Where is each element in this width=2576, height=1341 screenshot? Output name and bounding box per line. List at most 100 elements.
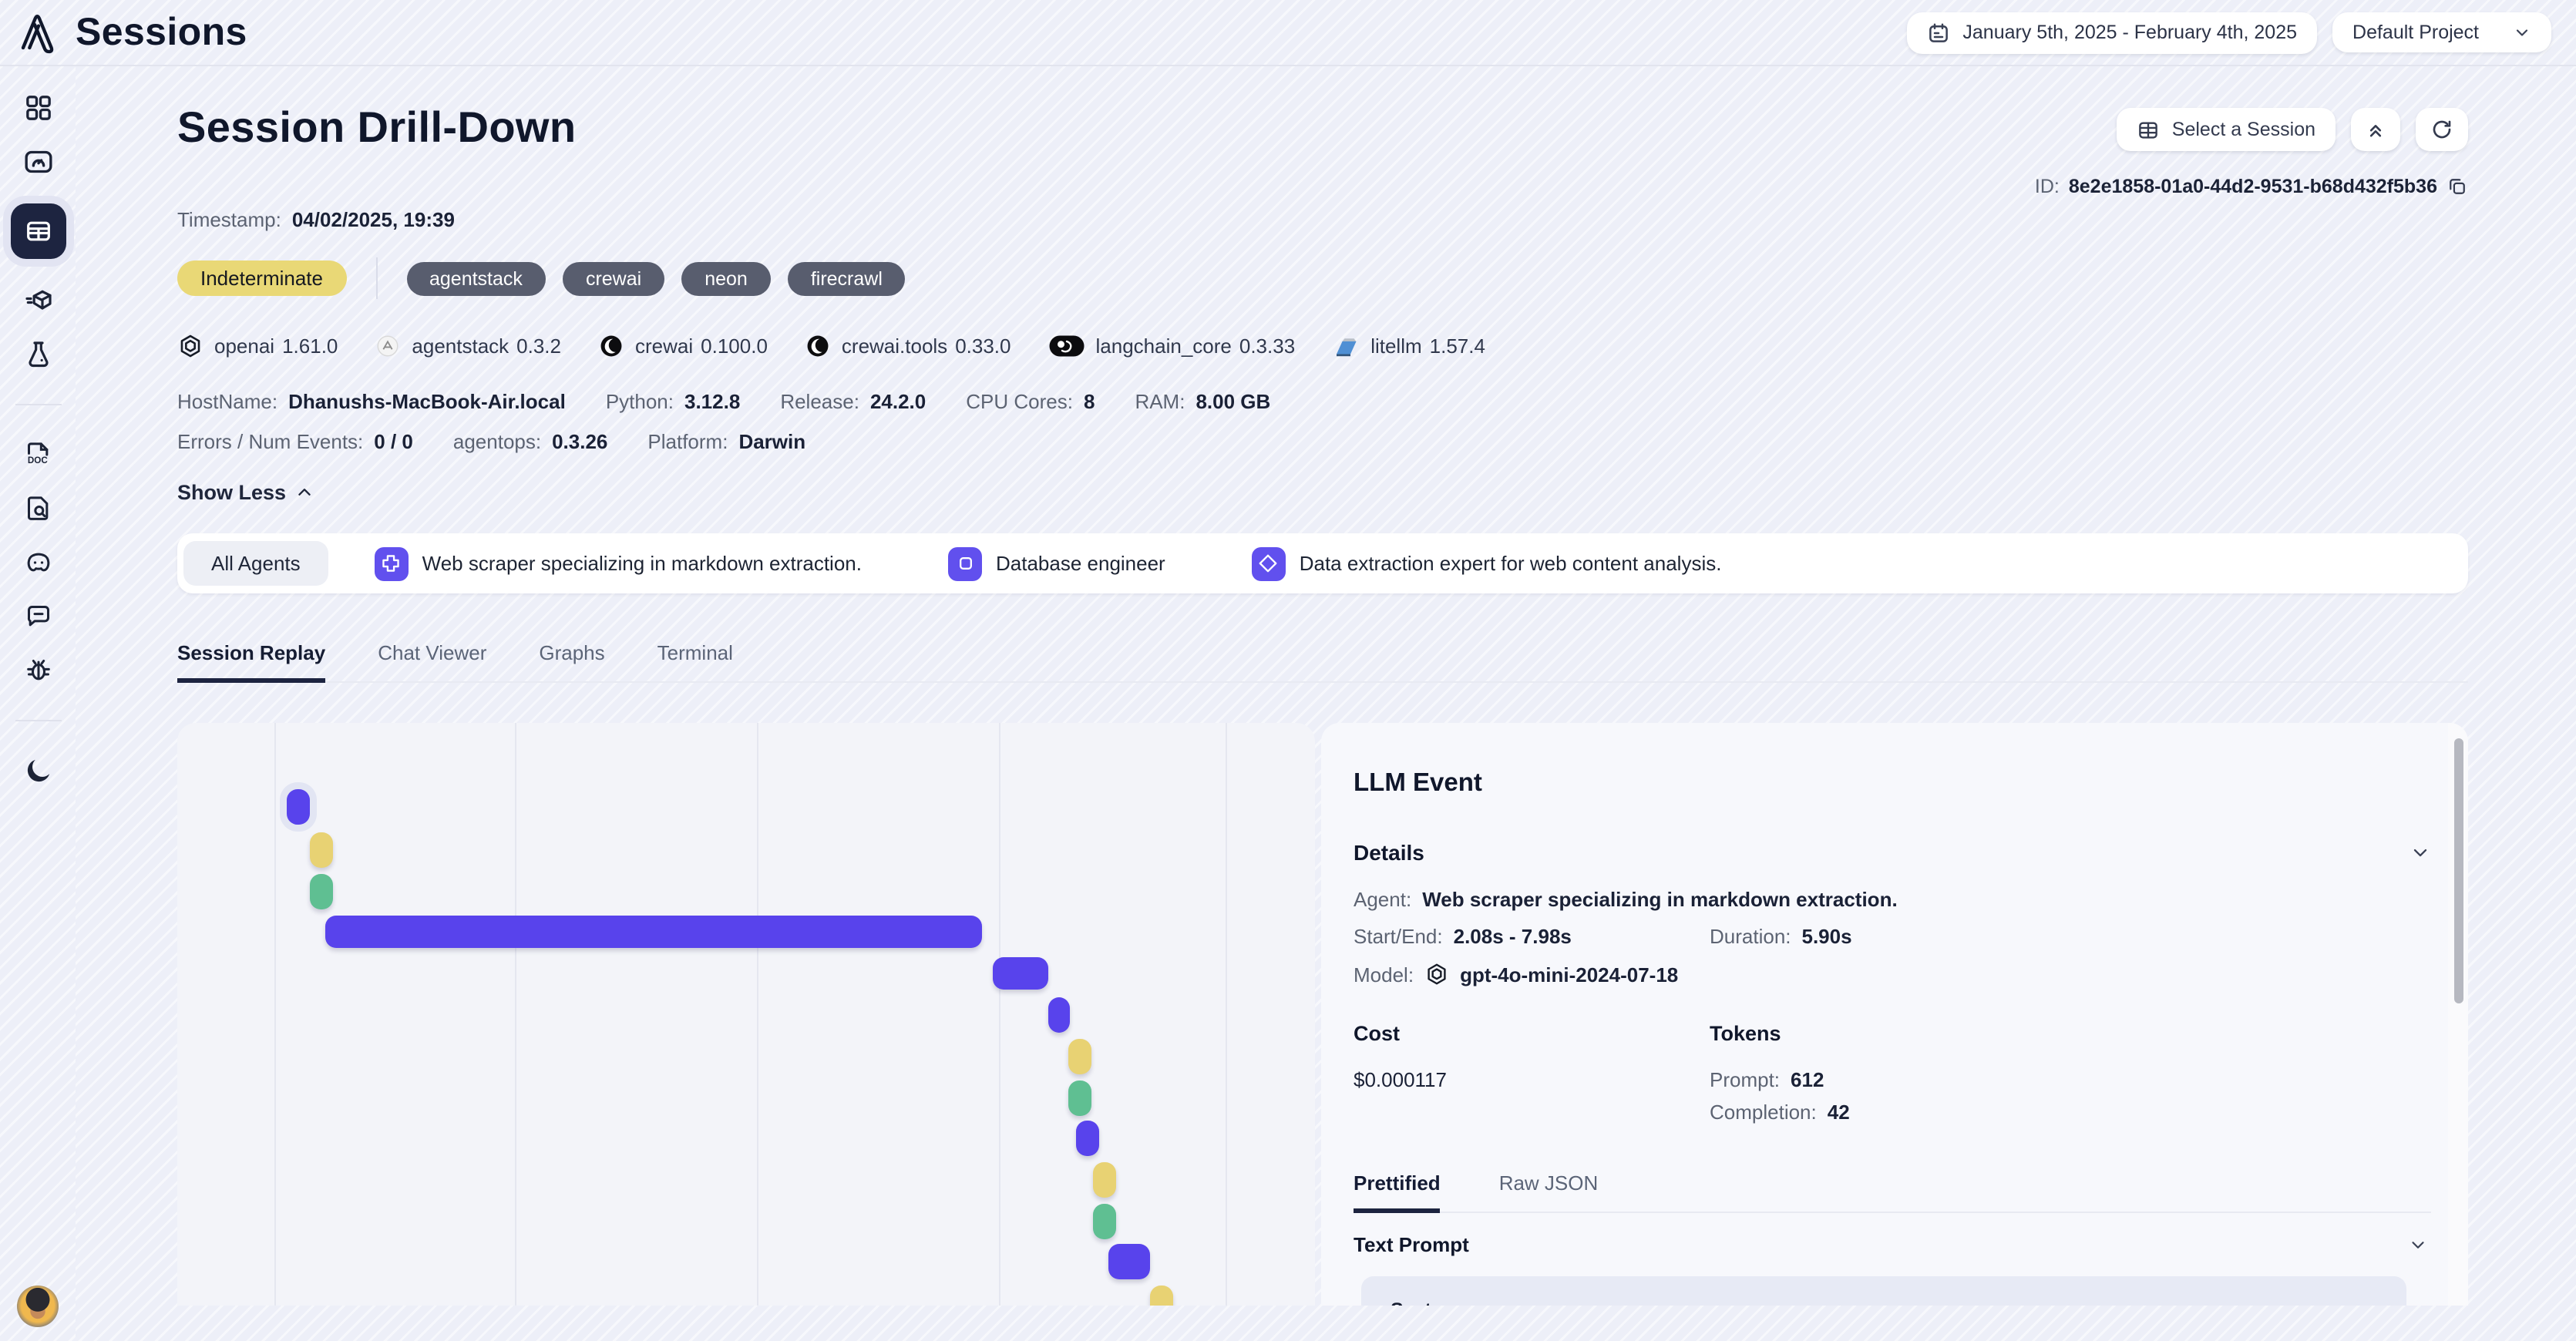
replay-bar-action[interactable] — [1093, 1204, 1116, 1239]
errors-value: 0 / 0 — [374, 430, 413, 453]
agent-filter-web-scraper[interactable]: Web scraper specializing in markdown ext… — [374, 546, 862, 580]
package-crewai: crewai 0.100.0 — [598, 333, 768, 359]
litellm-icon — [1332, 334, 1360, 358]
replay-canvas — [177, 723, 1315, 1306]
tab-terminal[interactable]: Terminal — [657, 641, 733, 664]
errors-label: Errors / Num Events: — [177, 430, 364, 453]
tag-badge: firecrawl — [787, 261, 906, 295]
tab-chat-viewer[interactable]: Chat Viewer — [378, 641, 487, 664]
chevron-down-icon — [2513, 23, 2531, 42]
select-session-button[interactable]: Select a Session — [2116, 108, 2336, 151]
agentstack-icon — [375, 333, 401, 359]
release-value: 24.2.0 — [869, 390, 926, 413]
start-end-value: 2.08s - 7.98s — [1453, 925, 1572, 948]
refresh-button[interactable] — [2416, 108, 2468, 151]
theme-toggle-moon-icon[interactable] — [22, 755, 53, 786]
agent-filter-data-extraction[interactable]: Data extraction expert for web content a… — [1251, 546, 1721, 580]
all-agents-filter[interactable]: All Agents — [183, 541, 328, 586]
chevron-up-icon — [294, 482, 314, 502]
langchain-icon — [1048, 334, 1085, 358]
table-icon — [2137, 118, 2160, 141]
sidebar-item-overview[interactable] — [22, 92, 53, 123]
project-selector[interactable]: Default Project — [2332, 12, 2551, 52]
replay-bar-action[interactable] — [1068, 1081, 1091, 1116]
select-session-label: Select a Session — [2171, 119, 2315, 140]
gridline — [1226, 723, 1227, 1306]
user-avatar[interactable] — [17, 1286, 59, 1327]
system-prompt-label: System: — [1391, 1299, 2377, 1306]
package-name: litellm — [1370, 334, 1422, 358]
top-header: Sessions January 5th, 2025 - February 4t… — [0, 0, 2576, 66]
replay-bar-action[interactable] — [310, 874, 333, 909]
completion-tokens-label: Completion: — [1710, 1101, 1817, 1124]
replay-bar-tool[interactable] — [1068, 1039, 1091, 1074]
text-prompt-section-header[interactable]: Text Prompt — [1354, 1233, 2431, 1256]
date-range-label: January 5th, 2025 - February 4th, 2025 — [1962, 22, 2298, 43]
tag-badge: crewai — [562, 261, 665, 295]
session-id-label: ID: — [2034, 176, 2060, 197]
duration-value: 5.90s — [1801, 925, 1852, 948]
svg-text:DOC: DOC — [27, 455, 47, 465]
session-replay-chart[interactable] — [177, 723, 1315, 1306]
show-less-label: Show Less — [177, 481, 287, 504]
project-selector-label: Default Project — [2352, 22, 2479, 43]
replay-bar-llm[interactable] — [993, 957, 1048, 990]
sidebar-item-docs[interactable]: DOC — [22, 439, 53, 470]
sidebar-item-evals[interactable] — [22, 339, 53, 370]
replay-bar-tool[interactable] — [1093, 1162, 1116, 1198]
sidebar-item-logs[interactable] — [22, 493, 53, 524]
agent-value: Web scraper specializing in markdown ext… — [1422, 888, 1898, 911]
tab-session-replay[interactable]: Session Replay — [177, 641, 326, 683]
details-label: Details — [1354, 840, 1424, 865]
agent-filter-database-engineer[interactable]: Database engineer — [948, 546, 1165, 580]
replay-bar-llm[interactable] — [1076, 1121, 1099, 1156]
page-header-title: Sessions — [76, 10, 247, 53]
cpu-value: 8 — [1083, 390, 1095, 413]
chevrons-up-icon — [2365, 119, 2386, 140]
replay-bar-tool[interactable] — [310, 832, 333, 868]
replay-bar-llm[interactable] — [325, 916, 982, 948]
tab-graphs[interactable]: Graphs — [539, 641, 605, 664]
tab-raw-json[interactable]: Raw JSON — [1498, 1171, 1599, 1195]
python-label: Python: — [605, 390, 674, 413]
package-name: agentstack — [412, 334, 509, 358]
package-version: 1.61.0 — [282, 334, 338, 358]
scrollbar-thumb[interactable] — [2453, 738, 2463, 1003]
agent-label: Agent: — [1354, 888, 1412, 911]
gridline — [999, 723, 1000, 1306]
tab-prettified[interactable]: Prettified — [1354, 1171, 1441, 1213]
agent-identicon — [1251, 546, 1286, 580]
chevron-down-icon — [2408, 1235, 2428, 1255]
show-less-toggle[interactable]: Show Less — [177, 481, 2468, 504]
sidebar-item-sessions[interactable] — [10, 203, 66, 259]
replay-bar-tool[interactable] — [1150, 1286, 1173, 1306]
model-label: Model: — [1354, 963, 1414, 986]
sidebar-item-feedback[interactable] — [22, 601, 53, 632]
duration-label: Duration: — [1710, 925, 1791, 948]
start-end-label: Start/End: — [1354, 925, 1443, 948]
timestamp-label: Timestamp: — [177, 208, 281, 231]
copy-icon[interactable] — [2447, 176, 2468, 197]
sidebar-item-discord[interactable] — [22, 547, 53, 578]
crewai-tools-icon — [805, 333, 831, 359]
package-name: crewai — [635, 334, 694, 358]
date-range-picker[interactable]: January 5th, 2025 - February 4th, 2025 — [1907, 12, 2318, 53]
package-langchain-core: langchain_core 0.3.33 — [1048, 334, 1295, 358]
replay-bar-llm[interactable] — [1108, 1244, 1150, 1279]
replay-bar-llm[interactable] — [1048, 997, 1070, 1033]
replay-bar-llm[interactable] — [287, 789, 310, 825]
model-value: gpt-4o-mini-2024-07-18 — [1460, 963, 1679, 986]
agentops-logo-icon — [15, 9, 62, 55]
package-crewai-tools: crewai.tools 0.33.0 — [805, 333, 1011, 359]
sidebar-item-bug-report[interactable] — [22, 655, 53, 686]
sidebar-divider — [15, 720, 61, 721]
details-section-header[interactable]: Details — [1354, 840, 2431, 865]
hostname-label: HostName: — [177, 390, 278, 413]
tokens-label: Tokens — [1710, 1022, 1781, 1045]
agent-identicon — [948, 546, 982, 580]
sidebar-item-deploy[interactable] — [22, 285, 53, 316]
agent-filter-label: Web scraper specializing in markdown ext… — [422, 552, 862, 575]
sidebar-item-dashboard[interactable] — [22, 146, 53, 177]
collapse-all-button[interactable] — [2351, 108, 2400, 151]
